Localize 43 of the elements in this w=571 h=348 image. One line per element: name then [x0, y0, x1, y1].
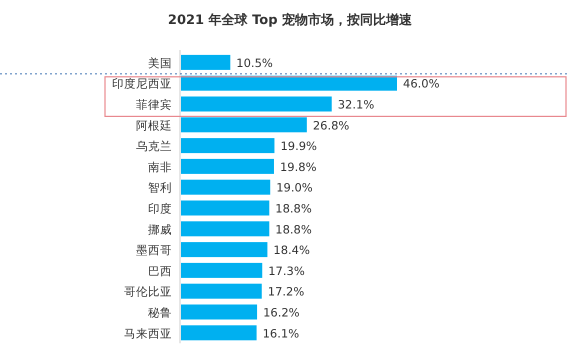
data-label: 18.8% — [275, 222, 312, 236]
bar — [181, 54, 230, 70]
data-label: 18.4% — [273, 243, 310, 258]
data-label: 19.8% — [280, 160, 317, 174]
data-label: 46.0% — [403, 76, 440, 91]
bar — [181, 76, 397, 91]
data-label: 10.5% — [236, 56, 273, 70]
data-label: 26.8% — [312, 118, 350, 132]
y-tick-label: 智利 — [148, 180, 172, 195]
y-tick-label: 挪威 — [148, 222, 172, 236]
bar — [181, 117, 307, 132]
data-label: 16.1% — [262, 326, 300, 340]
data-label: 16.2% — [263, 306, 300, 320]
bar — [181, 262, 262, 278]
y-tick-label: 南非 — [148, 160, 172, 174]
data-label: 32.1% — [338, 98, 374, 112]
y-tick-label: 墨西哥 — [136, 243, 172, 258]
data-label: 18.8% — [275, 202, 312, 216]
bar — [181, 180, 270, 195]
bar — [181, 96, 332, 112]
y-tick-label: 美国 — [148, 56, 172, 70]
data-label: 19.9% — [280, 139, 318, 154]
y-tick-label: 菲律宾 — [136, 98, 172, 112]
data-label: 19.0% — [276, 180, 313, 195]
bar — [181, 221, 270, 236]
y-tick-label: 马来西亚 — [124, 326, 172, 340]
bar — [181, 284, 262, 299]
y-tick-label: 秘鲁 — [148, 306, 172, 320]
data-label: 17.2% — [268, 284, 304, 299]
bar — [181, 242, 268, 258]
y-tick-label: 巴西 — [148, 264, 172, 278]
y-tick-label: 印度 — [148, 202, 172, 216]
y-tick-label: 阿根廷 — [136, 118, 172, 132]
y-tick-label: 印度尼西亚 — [112, 76, 172, 91]
chart-title: 2021 年全球 Top 宠物市场，按同比增速 — [168, 12, 414, 28]
data-label: 17.3% — [268, 264, 305, 278]
y-tick-label: 乌克兰 — [136, 139, 172, 154]
bar — [181, 200, 270, 216]
bar — [181, 325, 257, 340]
y-tick-label: 哥伦比亚 — [124, 284, 172, 299]
bar — [181, 158, 274, 174]
bar — [181, 138, 274, 154]
bar — [181, 304, 258, 320]
